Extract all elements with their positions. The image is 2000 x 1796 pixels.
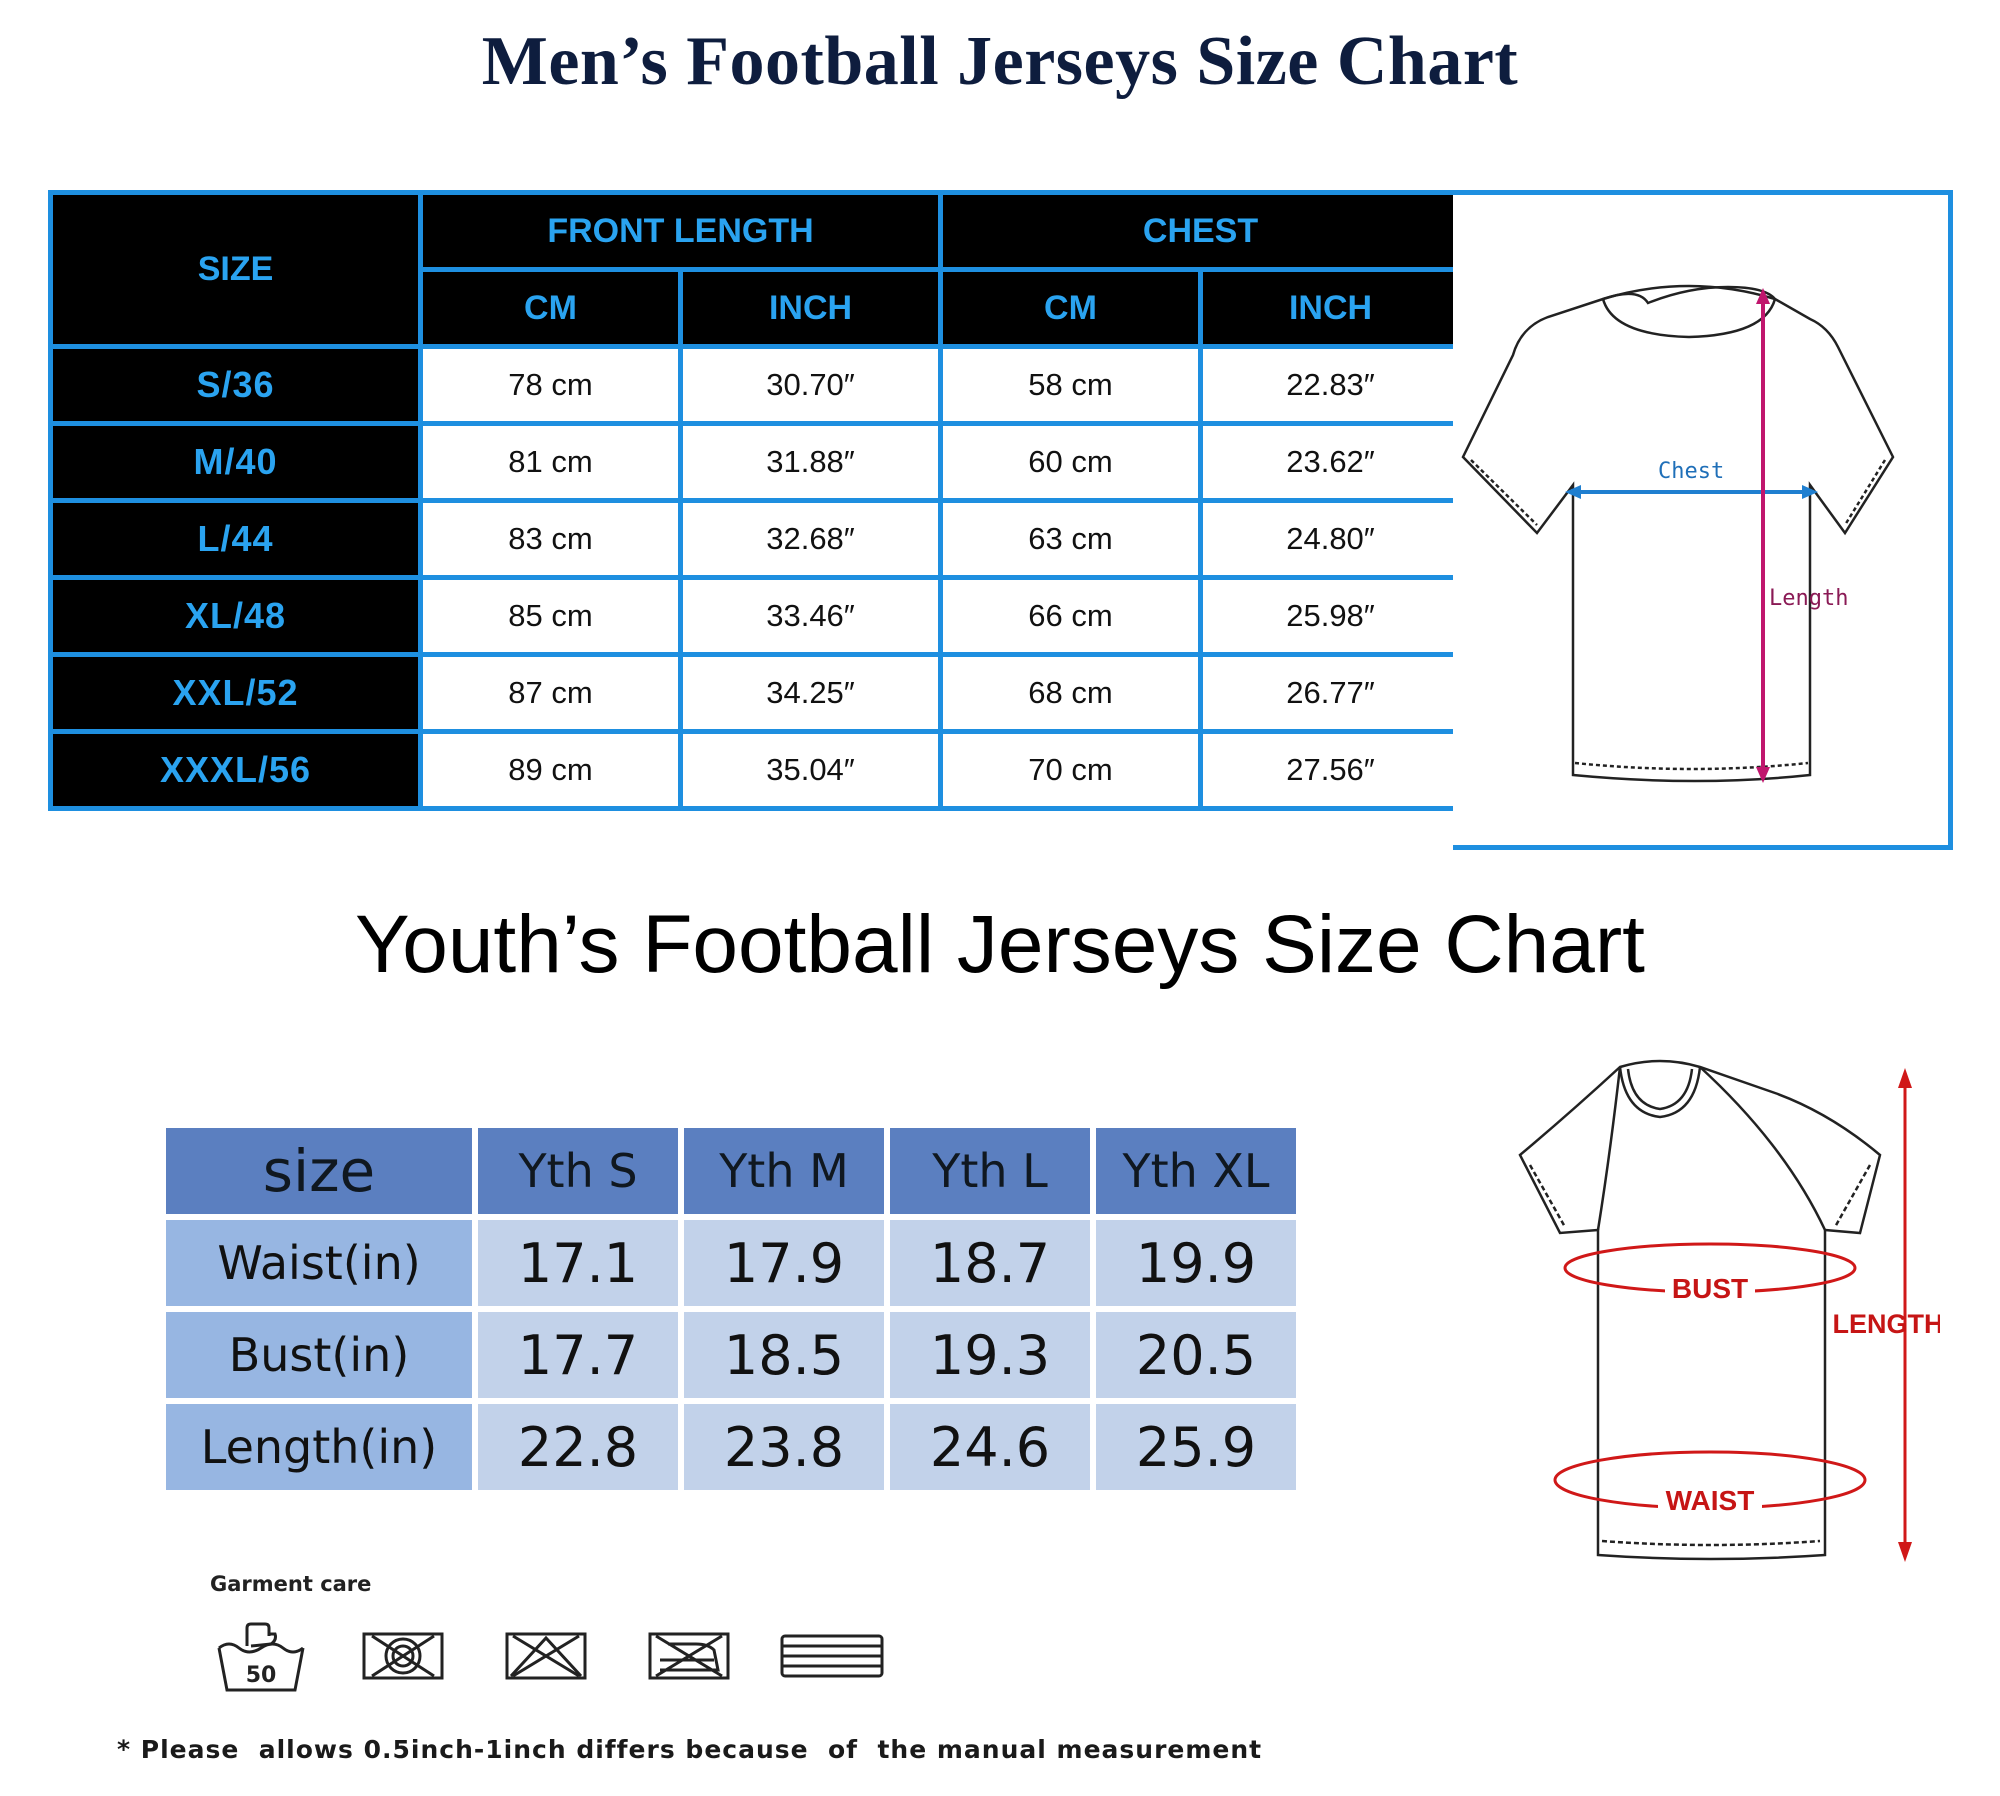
length-cm-cell: 87 cm (418, 652, 683, 734)
table-row: XXL/52 87 cm 34.25″ 68 cm 26.77″ (48, 652, 1464, 734)
length-inch-cell: 33.46″ (678, 575, 943, 657)
size-cell: M/40 (48, 421, 423, 503)
dry-flat-icon (780, 1632, 884, 1687)
value-cell: 17.1 (478, 1220, 678, 1306)
youth-size-table: size Yth S Yth M Yth L Yth XL Waist(in) … (160, 1122, 1302, 1496)
header-length-inch: INCH (678, 267, 943, 349)
chest-cm-cell: 63 cm (938, 498, 1203, 580)
value-cell: 23.8 (684, 1404, 884, 1490)
value-cell: 19.9 (1096, 1220, 1296, 1306)
value-cell: 17.7 (478, 1312, 678, 1398)
header-chest: CHEST (937, 190, 1464, 272)
length-inch-cell: 30.70″ (678, 344, 943, 426)
wash-temp: 50 (246, 1663, 277, 1688)
length-cm-cell: 89 cm (418, 729, 683, 811)
value-cell: 20.5 (1096, 1312, 1296, 1398)
header-chest-cm: CM (938, 267, 1203, 349)
chest-inch-cell: 27.56″ (1197, 729, 1464, 811)
chest-cm-cell: 66 cm (938, 575, 1203, 657)
table-row: S/36 78 cm 30.70″ 58 cm 22.83″ (48, 344, 1464, 426)
row-label: Bust(in) (166, 1312, 472, 1398)
length-label: LENGTH (1833, 1309, 1941, 1339)
header-chest-inch: INCH (1197, 267, 1464, 349)
length-inch-cell: 34.25″ (678, 652, 943, 734)
chest-label: Chest (1658, 459, 1724, 484)
youth-chart-title: Youth’s Football Jerseys Size Chart (355, 899, 1645, 990)
table-row: M/40 81 cm 31.88″ 60 cm 23.62″ (48, 421, 1464, 503)
measurement-note: * Please allows 0.5inch-1inch differs be… (117, 1735, 1263, 1764)
length-cm-cell: 85 cm (418, 575, 683, 657)
hand-wash-50-icon: 50 (213, 1620, 309, 1703)
length-inch-cell: 31.88″ (678, 421, 943, 503)
chest-inch-cell: 25.98″ (1197, 575, 1464, 657)
value-cell: 22.8 (478, 1404, 678, 1490)
length-label: Length (1769, 586, 1848, 611)
table-header-row: size Yth S Yth M Yth L Yth XL (166, 1128, 1296, 1214)
table-row: Length(in) 22.8 23.8 24.6 25.9 (166, 1404, 1296, 1490)
row-label: Waist(in) (166, 1220, 472, 1306)
header-cell: Yth L (890, 1128, 1090, 1214)
value-cell: 25.9 (1096, 1404, 1296, 1490)
men-tshirt-diagram: Chest Length (1453, 190, 1953, 850)
chest-cm-cell: 70 cm (938, 729, 1203, 811)
chest-inch-cell: 22.83″ (1197, 344, 1464, 426)
length-inch-cell: 35.04″ (678, 729, 943, 811)
header-cell: Yth S (478, 1128, 678, 1214)
men-chart-title: Men’s Football Jerseys Size Chart (481, 23, 1519, 100)
value-cell: 17.9 (684, 1220, 884, 1306)
size-cell: XXXL/56 (48, 729, 423, 811)
header-length-cm: CM (418, 267, 683, 349)
length-cm-cell: 81 cm (418, 421, 683, 503)
value-cell: 24.6 (890, 1404, 1090, 1490)
no-tumble-dry-icon (362, 1632, 444, 1687)
size-cell: XL/48 (48, 575, 423, 657)
length-cm-cell: 83 cm (418, 498, 683, 580)
table-row: Bust(in) 17.7 18.5 19.3 20.5 (166, 1312, 1296, 1398)
size-cell: S/36 (48, 344, 423, 426)
header-front-length: FRONT LENGTH (418, 190, 943, 272)
garment-care-label: Garment care (210, 1572, 372, 1596)
bust-label: BUST (1672, 1273, 1748, 1304)
row-label: Length(in) (166, 1404, 472, 1490)
no-bleach-icon (505, 1632, 587, 1687)
header-cell: Yth XL (1096, 1128, 1296, 1214)
table-row: XL/48 85 cm 33.46″ 66 cm 25.98″ (48, 575, 1464, 657)
value-cell: 19.3 (890, 1312, 1090, 1398)
length-inch-cell: 32.68″ (678, 498, 943, 580)
no-iron-icon (648, 1632, 730, 1687)
header-size: SIZE (48, 190, 423, 349)
table-row: L/44 83 cm 32.68″ 63 cm 24.80″ (48, 498, 1464, 580)
waist-label: WAIST (1666, 1485, 1755, 1516)
header-cell: Yth M (684, 1128, 884, 1214)
header-cell: size (166, 1128, 472, 1214)
chest-inch-cell: 24.80″ (1197, 498, 1464, 580)
chest-inch-cell: 26.77″ (1197, 652, 1464, 734)
raglan-tshirt-icon: BUST WAIST LENGTH (1518, 1059, 1944, 1562)
length-cm-cell: 78 cm (418, 344, 683, 426)
youth-tshirt-diagram: BUST WAIST LENGTH (1420, 1055, 1944, 1575)
chest-cm-cell: 68 cm (938, 652, 1203, 734)
size-cell: L/44 (48, 498, 423, 580)
men-size-table: SIZE FRONT LENGTH CHEST CM INCH CM INCH … (48, 190, 1464, 811)
table-row: XXXL/56 89 cm 35.04″ 70 cm 27.56″ (48, 729, 1464, 811)
size-cell: XXL/52 (48, 652, 423, 734)
value-cell: 18.5 (684, 1312, 884, 1398)
chest-inch-cell: 23.62″ (1197, 421, 1464, 503)
value-cell: 18.7 (890, 1220, 1090, 1306)
chest-cm-cell: 60 cm (938, 421, 1203, 503)
tshirt-outline-icon: Chest Length (1461, 284, 1895, 783)
chest-cm-cell: 58 cm (938, 344, 1203, 426)
table-row: Waist(in) 17.1 17.9 18.7 19.9 (166, 1220, 1296, 1306)
